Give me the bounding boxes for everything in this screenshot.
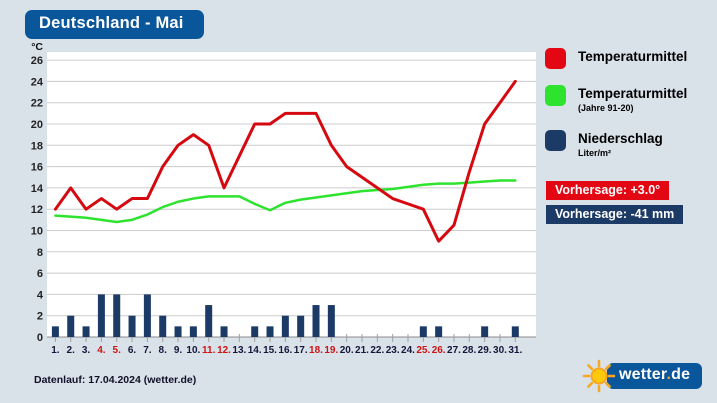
legend-label: Niederschlag (578, 130, 663, 146)
svg-text:5.: 5. (113, 345, 122, 356)
legend-sublabel: Liter/m² (578, 147, 612, 158)
svg-text:16: 16 (31, 162, 43, 174)
svg-text:10.: 10. (186, 345, 200, 356)
forecast-badges: Vorhersage: +3.0° Vorhersage: -41 mm (546, 181, 684, 224)
svg-text:10: 10 (31, 226, 43, 238)
svg-text:°C: °C (31, 41, 43, 53)
svg-text:0: 0 (37, 332, 43, 344)
svg-text:30.: 30. (493, 345, 507, 356)
svg-text:28.: 28. (462, 345, 476, 356)
svg-text:23.: 23. (386, 345, 400, 356)
logo-text: wetter.de (607, 363, 703, 389)
svg-text:18: 18 (31, 140, 43, 152)
svg-text:13.: 13. (232, 345, 246, 356)
legend: Temperaturmittel Temperaturmittel (Jahre… (545, 48, 715, 174)
svg-text:2: 2 (37, 311, 43, 323)
svg-text:4.: 4. (97, 345, 106, 356)
svg-text:17.: 17. (294, 345, 308, 356)
svg-text:18.: 18. (309, 345, 323, 356)
svg-text:22: 22 (31, 98, 43, 110)
svg-text:26.: 26. (432, 345, 446, 356)
svg-text:21.: 21. (355, 345, 369, 356)
legend-sublabel: (Jahre 91-20) (578, 103, 634, 114)
wetter-de-logo: wetter.de (582, 359, 703, 393)
svg-text:19.: 19. (324, 345, 338, 356)
svg-text:8.: 8. (159, 345, 168, 356)
green-swatch-icon (545, 85, 566, 106)
svg-text:8: 8 (37, 247, 43, 259)
svg-text:12.: 12. (217, 345, 231, 356)
data-run-label: Datenlauf: 17.04.2024 (wetter.de) (34, 374, 197, 386)
sun-icon (582, 359, 616, 393)
navy-swatch-icon (545, 129, 566, 151)
svg-text:24.: 24. (401, 345, 415, 356)
legend-label: Temperaturmittel (578, 49, 688, 64)
svg-text:9.: 9. (174, 345, 183, 356)
page-title: Deutschland - Mai (25, 10, 204, 39)
svg-text:11.: 11. (202, 345, 216, 356)
svg-text:25.: 25. (416, 345, 430, 356)
svg-text:20.: 20. (340, 345, 354, 356)
red-swatch-icon (545, 48, 566, 69)
svg-text:15.: 15. (263, 345, 277, 356)
temperature-forecast-badge: Vorhersage: +3.0° (546, 181, 670, 200)
svg-text:14.: 14. (248, 345, 262, 356)
precipitation-forecast-badge: Vorhersage: -41 mm (546, 205, 684, 224)
svg-text:2.: 2. (67, 345, 76, 356)
svg-text:6: 6 (37, 268, 43, 280)
svg-text:1.: 1. (51, 345, 60, 356)
svg-text:14: 14 (31, 183, 44, 195)
legend-item-temperature-average: Temperaturmittel (Jahre 91-20) (545, 85, 715, 114)
svg-text:16.: 16. (278, 345, 292, 356)
svg-text:22.: 22. (370, 345, 384, 356)
svg-text:29.: 29. (478, 345, 492, 356)
svg-text:4: 4 (37, 289, 44, 301)
svg-text:7.: 7. (143, 345, 152, 356)
svg-text:24: 24 (31, 76, 44, 88)
svg-text:20: 20 (31, 119, 43, 131)
svg-text:12: 12 (31, 204, 43, 216)
svg-text:26: 26 (31, 55, 43, 67)
legend-label: Temperaturmittel (578, 86, 688, 101)
legend-item-temperature: Temperaturmittel (545, 48, 715, 69)
legend-item-precipitation: Niederschlag Liter/m² (545, 129, 715, 159)
svg-text:27.: 27. (447, 345, 461, 356)
svg-text:31.: 31. (508, 345, 522, 356)
svg-text:3.: 3. (82, 345, 91, 356)
svg-text:6.: 6. (128, 345, 137, 356)
